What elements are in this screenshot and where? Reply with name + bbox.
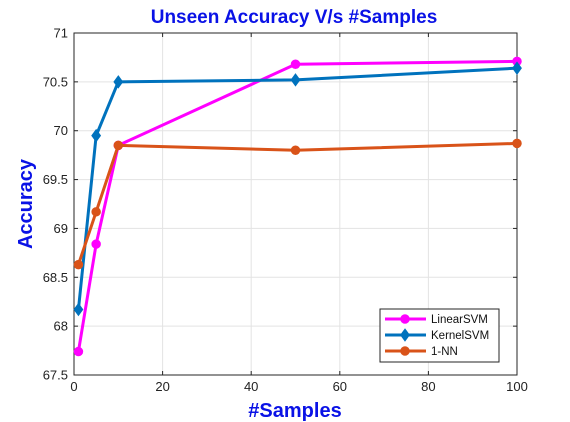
plot-frame [73, 32, 518, 376]
data-point-1-nn [91, 207, 101, 217]
data-point-kernelsvm [91, 128, 102, 143]
chart-title: Unseen Accuracy V/s #Samples [151, 7, 438, 28]
y-tick-label: 69.5 [43, 172, 68, 187]
data-point-linearsvm [73, 346, 84, 357]
y-tick-label: 68.5 [43, 270, 68, 285]
series-lines [73, 56, 522, 357]
data-point-1-nn [113, 140, 124, 151]
y-tick-label: 68 [54, 319, 68, 334]
legend-label-kernelsvm: KernelSVM [431, 330, 489, 342]
series-line-kernelsvm [76, 66, 518, 310]
data-point-1-nn [512, 138, 522, 149]
data-point-1-nn [290, 145, 301, 156]
legend: LinearSVM KernelSVM 1-NN [379, 308, 500, 363]
y-axis-label: Accuracy [15, 158, 37, 249]
series-line-linearsvm [76, 59, 518, 352]
x-tick-label: 80 [421, 379, 435, 394]
data-point-kernelsvm [512, 61, 522, 75]
x-axis-label: #Samples [248, 400, 341, 422]
data-point-linearsvm [91, 239, 101, 249]
data-point-1-nn [73, 259, 84, 270]
data-point-kernelsvm [73, 302, 84, 317]
x-tick-label: 40 [244, 379, 258, 394]
y-tick-label: 67.5 [43, 368, 68, 383]
axis-ticks: 0 20 40 60 80 100 67.5 68 68.5 69 69.5 70 70.5 71 [43, 26, 528, 395]
y-tick-label: 70 [54, 123, 68, 138]
series-line-1-nn [77, 141, 518, 266]
y-tick-label: 69 [54, 221, 68, 236]
data-point-kernelsvm [290, 73, 301, 87]
legend-marker-kernelsvm [400, 328, 410, 342]
legend-label-linearsvm: LinearSVM [431, 314, 488, 326]
data-point-kernelsvm [113, 75, 124, 89]
y-tick-label: 70.5 [43, 74, 68, 89]
series-kernelsvm [73, 61, 522, 317]
x-tick-label: 100 [506, 379, 528, 394]
legend-label-1-nn: 1-NN [431, 346, 458, 358]
x-tick-label: 0 [70, 379, 77, 394]
x-tick-label: 20 [155, 379, 169, 394]
legend-marker-linearsvm [400, 314, 410, 324]
x-tick-label: 60 [333, 379, 347, 394]
legend-marker-1-nn [400, 346, 410, 356]
y-tick-label: 71 [54, 26, 68, 41]
data-point-linearsvm [290, 59, 301, 70]
series-1-nn [73, 138, 522, 270]
